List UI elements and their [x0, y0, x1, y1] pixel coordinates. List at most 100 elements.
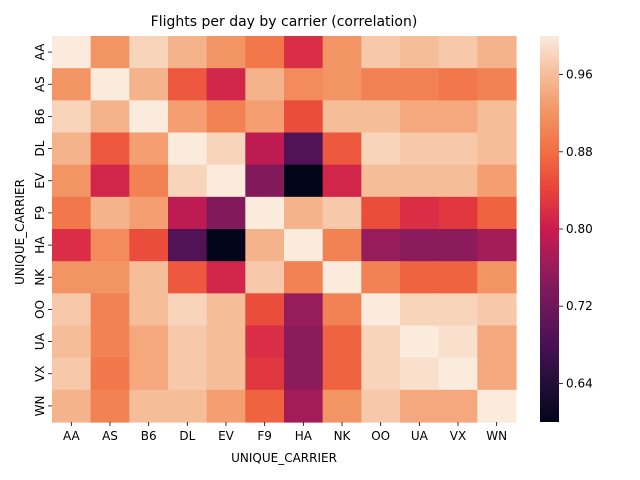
heatmap-cell-UA-UA [400, 325, 440, 359]
heatmap-cell-NK-NK [322, 261, 362, 294]
heatmap-cell-WN-EV [206, 389, 246, 423]
heatmap-cell-WN-DL [168, 389, 208, 423]
heatmap-cell-EV-UA [400, 164, 440, 198]
heatmap-cell-AA-WN [477, 36, 517, 69]
heatmap-cell-VX-EV [206, 357, 246, 391]
x-tick-label: F9 [257, 429, 272, 443]
heatmap-cell-DL-DL [168, 132, 208, 166]
x-tick-label: UA [411, 429, 429, 443]
y-tick-label: AS [33, 76, 47, 92]
heatmap-cell-DL-EV [206, 132, 246, 166]
heatmap-cell-F9-F9 [245, 196, 285, 230]
y-axis-label: UNIQUE_CARRIER [13, 179, 27, 285]
heatmap-cell-NK-UA [400, 261, 440, 294]
heatmap-cell-DL-UA [400, 132, 440, 166]
heatmap-cell-B6-WN [477, 100, 517, 134]
heatmap-cell-UA-F9 [245, 325, 285, 359]
heatmap-cell-UA-DL [168, 325, 208, 359]
chart-title: Flights per day by carrier (correlation) [151, 14, 418, 30]
heatmap-cell-EV-NK [322, 164, 362, 198]
heatmap-cell-EV-OO [361, 164, 401, 198]
heatmap-cell-VX-AS [90, 357, 130, 391]
heatmap-cell-AA-VX [438, 36, 478, 69]
y-tick-label: OO [33, 300, 47, 319]
heatmap-cell-AS-AS [90, 68, 130, 101]
heatmap-cell-HA-B6 [129, 229, 169, 262]
heatmap-cell-F9-VX [438, 196, 478, 230]
heatmap-cell-AS-WN [477, 68, 517, 101]
heatmap-cell-HA-F9 [245, 229, 285, 262]
heatmap-cell-AA-UA [400, 36, 440, 69]
heatmap-cell-WN-AS [90, 389, 130, 423]
heatmap-cell-NK-EV [206, 261, 246, 294]
heatmap-cell-HA-UA [400, 229, 440, 262]
heatmap-cell-WN-AA [52, 389, 92, 423]
heatmap-cell-F9-UA [400, 196, 440, 230]
heatmap-cell-OO-AA [52, 293, 92, 327]
heatmap-cell-DL-OO [361, 132, 401, 166]
x-tick-label: HA [295, 429, 313, 443]
heatmap-cell-F9-AA [52, 196, 92, 230]
heatmap-cell-AS-AA [52, 68, 92, 101]
heatmap-cell-B6-DL [168, 100, 208, 134]
heatmap-cell-NK-WN [477, 261, 517, 294]
heatmap-cell-NK-B6 [129, 261, 169, 294]
colorbar-ticks: 0.64 0.72 0.80 0.88 0.96 [559, 68, 593, 390]
heatmap-cell-VX-AA [52, 357, 92, 391]
heatmap-cell-NK-AS [90, 261, 130, 294]
heatmap-cell-EV-AA [52, 164, 92, 198]
heatmap-cell-EV-AS [90, 164, 130, 198]
heatmap-cell-B6-B6 [129, 100, 169, 134]
heatmap-cell-OO-NK [322, 293, 362, 327]
x-tick-label: DL [179, 429, 195, 443]
heatmap-cell-B6-AA [52, 100, 92, 134]
heatmap-cell-WN-VX [438, 389, 478, 423]
heatmap-cell-VX-WN [477, 357, 517, 391]
heatmap-cell-B6-UA [400, 100, 440, 134]
heatmap-cell-F9-AS [90, 196, 130, 230]
colorbar-tick-label: 0.64 [566, 376, 593, 390]
heatmap-cell-DL-AS [90, 132, 130, 166]
heatmap-cell-WN-OO [361, 389, 401, 423]
heatmap-cell-OO-AS [90, 293, 130, 327]
heatmap-cell-B6-AS [90, 100, 130, 134]
heatmap-cell-UA-B6 [129, 325, 169, 359]
heatmap-cell-OO-B6 [129, 293, 169, 327]
heatmap-cell-B6-OO [361, 100, 401, 134]
heatmap-cell-HA-EV [206, 229, 246, 262]
x-tick-label: EV [218, 429, 235, 443]
heatmap-cell-F9-DL [168, 196, 208, 230]
heatmap-cell-DL-F9 [245, 132, 285, 166]
heatmap-cell-OO-OO [361, 293, 401, 327]
y-tick-label: F9 [33, 206, 47, 221]
heatmap-cell-HA-HA [284, 229, 324, 262]
heatmap-cell-WN-B6 [129, 389, 169, 423]
heatmap-cell-DL-HA [284, 132, 324, 166]
colorbar-tick-label: 0.96 [566, 68, 593, 82]
heatmap-cell-EV-EV [206, 164, 246, 198]
heatmap-cell-DL-AA [52, 132, 92, 166]
heatmap-cell-AA-NK [322, 36, 362, 69]
heatmap-cell-WN-F9 [245, 389, 285, 423]
heatmap-cell-HA-AS [90, 229, 130, 262]
heatmap-cell-WN-NK [322, 389, 362, 423]
heatmap-cell-UA-NK [322, 325, 362, 359]
y-tick-label: DL [33, 140, 47, 156]
heatmap-cell-HA-AA [52, 229, 92, 262]
y-tick-label: UA [33, 332, 47, 350]
heatmap-cell-UA-AS [90, 325, 130, 359]
heatmap-cell-F9-B6 [129, 196, 169, 230]
heatmap-cell-HA-VX [438, 229, 478, 262]
heatmap-cell-AA-DL [168, 36, 208, 69]
heatmap-cell-WN-HA [284, 389, 324, 423]
x-tick-label: B6 [141, 429, 157, 443]
colorbar-tick-label: 0.80 [566, 222, 593, 236]
heatmap-cell-VX-F9 [245, 357, 285, 391]
heatmap-cell-F9-WN [477, 196, 517, 230]
heatmap-cell-AS-OO [361, 68, 401, 101]
x-tick-label: VX [450, 429, 466, 443]
y-tick-label: NK [33, 268, 47, 286]
heatmap-cell-NK-AA [52, 261, 92, 294]
heatmap-cell-AS-F9 [245, 68, 285, 101]
heatmap-cell-NK-DL [168, 261, 208, 294]
